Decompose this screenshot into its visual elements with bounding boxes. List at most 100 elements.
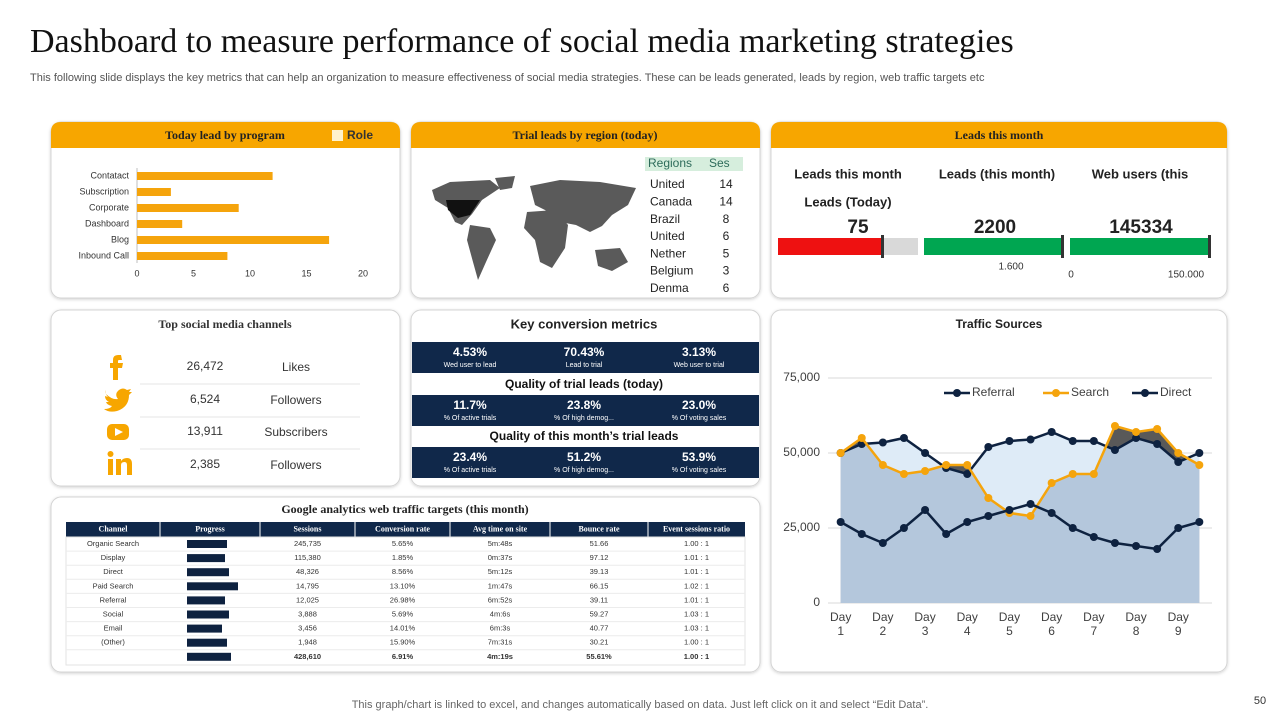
- metric-label: % Of active trials: [444, 415, 497, 422]
- panel-title: Google analytics web traffic targets (th…: [281, 502, 528, 516]
- marker: [878, 438, 887, 447]
- marker: [1026, 500, 1035, 508]
- kpi-label: Leads this month: [794, 166, 902, 181]
- table-cell: 6m:3s: [490, 624, 511, 633]
- table-cell: 5m:12s: [488, 567, 513, 576]
- social-value: 6,524: [190, 392, 220, 406]
- panel-title: Trial leads by region (today): [513, 128, 658, 142]
- gauge-marker: [1061, 235, 1064, 258]
- continent: [495, 176, 515, 190]
- column-header: Regions: [648, 156, 692, 170]
- marker: [1132, 428, 1141, 436]
- marker: [963, 470, 972, 478]
- table-cell: 4m:6s: [490, 609, 511, 618]
- marker: [1068, 470, 1077, 478]
- metric-label: % Of voting sales: [672, 467, 727, 474]
- marker: [1153, 425, 1162, 433]
- y-tick-label: Contatact: [90, 170, 129, 180]
- marker: [1195, 449, 1204, 457]
- social-label: Likes: [282, 360, 310, 374]
- region-value: 14: [719, 177, 733, 191]
- marker: [921, 449, 930, 457]
- marker: [1174, 524, 1183, 532]
- y-tick-label: Subscription: [79, 186, 129, 196]
- table-cell: Email: [104, 624, 123, 633]
- x-tick-label: Day 9: [1167, 610, 1189, 638]
- marker: [1132, 434, 1141, 442]
- region-name: Belgium: [650, 264, 693, 278]
- progress-bar: [187, 582, 238, 591]
- kpi-label: Leads (this month): [939, 166, 1055, 181]
- marker: [1047, 479, 1056, 487]
- continent: [467, 225, 496, 280]
- marker: [1195, 461, 1204, 469]
- table-cell: 5m:48s: [488, 539, 513, 548]
- bar: [137, 204, 239, 212]
- metric-value: 11.7%: [453, 398, 487, 412]
- metric-label: % Of high demog...: [554, 467, 614, 474]
- marker: [984, 494, 993, 502]
- x-tick-label: Day 8: [1125, 610, 1147, 638]
- linkedin-icon: [116, 458, 132, 475]
- gauge-label: 1.600: [998, 262, 1023, 273]
- metric-value: 4.53%: [453, 345, 487, 359]
- page-number: 50: [1254, 695, 1266, 707]
- marker: [1110, 446, 1119, 454]
- legend-marker: [953, 389, 961, 397]
- x-tick-label: Day 6: [1040, 610, 1063, 638]
- table-cell: Social: [103, 609, 124, 618]
- social-label: Subscribers: [264, 425, 327, 439]
- marker: [899, 470, 908, 478]
- marker: [921, 467, 930, 475]
- table-cell: 5.69%: [392, 609, 414, 618]
- column-header: Avg time on site: [473, 524, 528, 533]
- marker: [878, 461, 887, 469]
- marker: [1026, 435, 1035, 444]
- table-cell: 4m:19s: [487, 652, 513, 661]
- metric-label: % Of active trials: [444, 467, 497, 474]
- legend-label: Role: [347, 128, 373, 142]
- marker: [1153, 545, 1162, 553]
- y-tick-label: Inbound Call: [78, 250, 129, 260]
- panel-header: [411, 122, 760, 148]
- table-cell: 5.65%: [392, 539, 414, 548]
- region-value: 3: [723, 264, 730, 278]
- metric-label: Wed user to lead: [444, 362, 497, 369]
- kpi-sublabel: Leads (Today): [804, 194, 891, 209]
- marker: [899, 524, 908, 532]
- metric-label: % Of high demog...: [554, 415, 614, 422]
- kpi-value: 75: [847, 217, 869, 238]
- chart-title: Traffic Sources: [956, 317, 1043, 331]
- bar: [137, 220, 183, 228]
- table-cell: 39.13: [590, 567, 609, 576]
- x-tick-label: Day 7: [1083, 610, 1105, 638]
- gauge-label: 150.000: [1168, 270, 1205, 281]
- region-value: 6: [723, 281, 730, 295]
- table-cell: 7m:31s: [488, 638, 513, 647]
- panel-title: Key conversion metrics: [511, 316, 658, 331]
- kpi-value: 145334: [1109, 217, 1173, 238]
- bar: [137, 252, 228, 260]
- section-heading: Quality of this month’s trial leads: [490, 429, 679, 443]
- kpi-value: 2200: [974, 217, 1016, 238]
- gauge-marker: [1208, 235, 1211, 258]
- region-name: Nether: [650, 246, 686, 260]
- social-label: Followers: [270, 393, 321, 407]
- kpi-label: Web users (this: [1092, 166, 1189, 181]
- marker: [1047, 509, 1056, 517]
- marker: [1068, 524, 1077, 532]
- table-cell: 3,888: [298, 609, 317, 618]
- table-cell: 1.00 : 1: [684, 652, 709, 661]
- y-tick-label: 25,000: [783, 520, 820, 534]
- page-title: Dashboard to measure performance of soci…: [30, 23, 1014, 60]
- marker: [921, 506, 930, 514]
- table-cell: Referral: [100, 595, 127, 604]
- marker: [1005, 437, 1014, 445]
- table-cell: 14,795: [296, 581, 319, 590]
- metric-block: [412, 395, 759, 426]
- table-cell: 1m:47s: [488, 581, 513, 590]
- table-cell: Paid Search: [93, 581, 134, 590]
- highlight-region: [446, 200, 480, 218]
- gauge-fill: [778, 238, 882, 255]
- marker: [942, 530, 951, 538]
